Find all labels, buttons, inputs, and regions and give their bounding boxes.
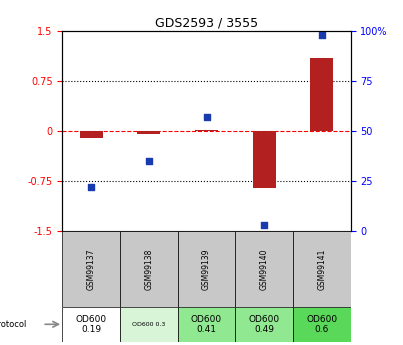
Bar <box>178 231 235 307</box>
Point <box>204 114 210 120</box>
Bar <box>310 58 333 131</box>
Bar <box>120 307 178 342</box>
Text: OD600
0.41: OD600 0.41 <box>191 315 222 334</box>
Text: GSM99137: GSM99137 <box>87 248 96 290</box>
Bar <box>235 231 293 307</box>
Text: GSM99139: GSM99139 <box>202 248 211 290</box>
Point <box>261 223 268 228</box>
Point <box>146 158 152 164</box>
Bar <box>62 307 120 342</box>
Bar <box>235 307 293 342</box>
Bar <box>178 307 235 342</box>
Point <box>88 184 95 190</box>
Bar <box>253 131 276 188</box>
Bar <box>137 131 160 135</box>
Text: growth protocol: growth protocol <box>0 320 26 329</box>
Bar <box>120 231 178 307</box>
Bar <box>62 231 120 307</box>
Text: GSM99141: GSM99141 <box>317 248 326 290</box>
Bar <box>293 307 351 342</box>
Text: GSM99138: GSM99138 <box>144 248 154 290</box>
Text: GSM99140: GSM99140 <box>260 248 269 290</box>
Text: OD600
0.6: OD600 0.6 <box>306 315 337 334</box>
Text: OD600
0.19: OD600 0.19 <box>76 315 107 334</box>
Text: OD600 0.3: OD600 0.3 <box>132 322 166 327</box>
Point <box>319 32 325 38</box>
Bar <box>195 130 218 131</box>
Bar <box>293 231 351 307</box>
Title: GDS2593 / 3555: GDS2593 / 3555 <box>155 17 258 30</box>
Text: OD600
0.49: OD600 0.49 <box>249 315 280 334</box>
Bar <box>80 131 103 138</box>
